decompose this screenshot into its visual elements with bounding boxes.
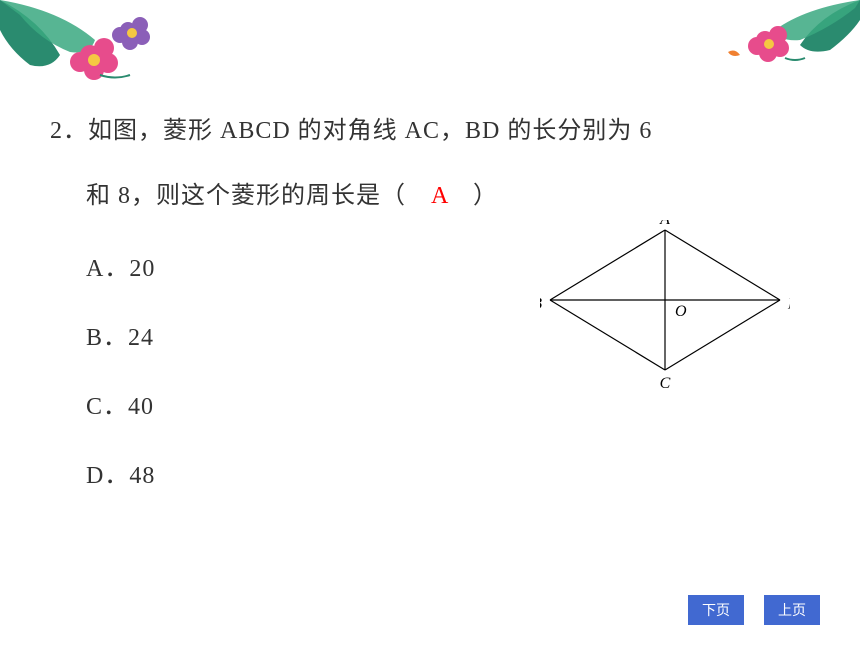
option-d: D．48 [86,455,810,490]
option-b-text: 24 [128,325,154,351]
question-text-2b: ） [448,183,498,209]
decoration-top-right [710,0,860,80]
prev-page-button[interactable]: 上页 [764,595,820,625]
question-text-1: 如图，菱形 ABCD 的对角线 AC，BD 的长分别为 6 [88,118,652,144]
option-a-label: A． [86,256,129,282]
option-c-label: C． [86,394,128,420]
question-number: 2． [50,118,88,144]
svg-text:O: O [675,303,687,320]
option-c-text: 40 [128,394,154,420]
question-line-1: 2．如图，菱形 ABCD 的对角线 AC，BD 的长分别为 6 [50,110,810,153]
answer-letter: A [431,183,448,209]
svg-text:D: D [787,296,790,313]
question-line-2: 和 8，则这个菱形的周长是（ A ） [86,175,810,218]
svg-text:C: C [660,375,671,392]
option-d-text: 48 [129,463,155,489]
nav-buttons: 下页 上页 [688,595,820,625]
rhombus-figure: A C B D O [540,220,790,400]
option-b-label: B． [86,325,128,351]
svg-text:B: B [540,296,542,313]
question-text-2a: 和 8，则这个菱形的周长是（ [86,183,431,209]
option-d-label: D． [86,463,129,489]
svg-text:A: A [659,220,670,228]
decoration-top-left [0,0,170,100]
option-a-text: 20 [129,256,155,282]
next-page-button[interactable]: 下页 [688,595,744,625]
